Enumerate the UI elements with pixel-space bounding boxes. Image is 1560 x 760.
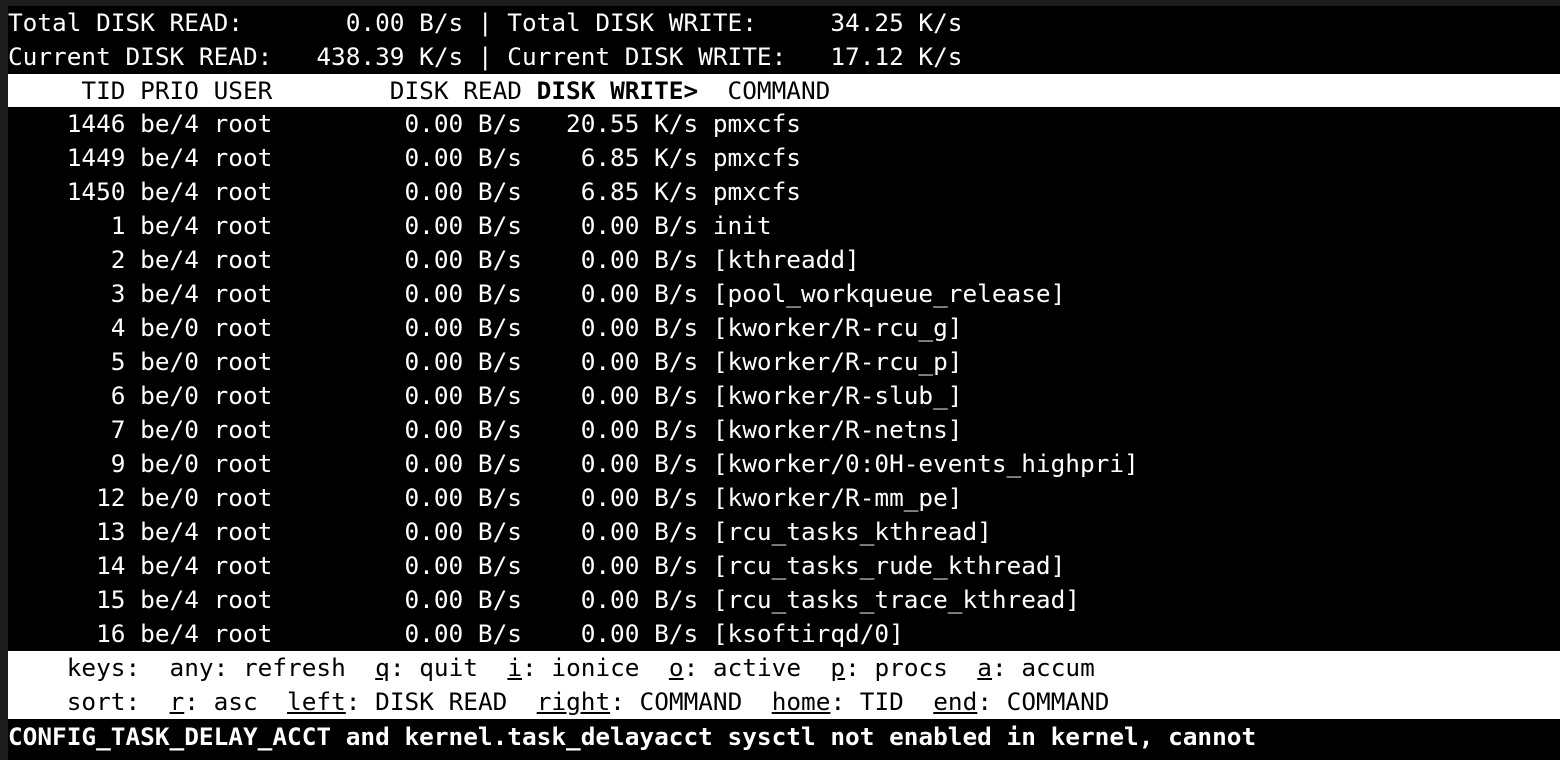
footer-key-q[interactable]: q: [375, 653, 390, 682]
table-row[interactable]: 14 be/4 root 0.00 B/s 0.00 B/s [rcu_task…: [8, 549, 1560, 583]
table-row-text: 4 be/0 root 0.00 B/s 0.00 B/s [kworker/R…: [8, 313, 963, 342]
footer-gap: [346, 653, 375, 682]
table-row[interactable]: 6 be/0 root 0.00 B/s 0.00 B/s [kworker/R…: [8, 379, 1560, 413]
summary-current-line-text: Current DISK READ: 438.39 K/s | Current …: [8, 42, 963, 71]
table-row[interactable]: 5 be/0 root 0.00 B/s 0.00 B/s [kworker/R…: [8, 345, 1560, 379]
footer-gap: [140, 687, 169, 716]
table-row[interactable]: 4 be/0 root 0.00 B/s 0.00 B/s [kworker/R…: [8, 311, 1560, 345]
footer-key-end[interactable]: end: [933, 687, 978, 716]
footer-action-procs: : procs: [845, 653, 948, 682]
summary-block: Total DISK READ: 0.00 B/s | Total DISK W…: [8, 6, 1560, 74]
table-row-text: 1450 be/4 root 0.00 B/s 6.85 K/s pmxcfs: [8, 177, 801, 206]
footer-gap: [478, 653, 507, 682]
table-row[interactable]: 1446 be/4 root 0.00 B/s 20.55 K/s pmxcfs: [8, 107, 1560, 141]
table-row-text: 14 be/4 root 0.00 B/s 0.00 B/s [rcu_task…: [8, 551, 1066, 580]
table-row-text: 1 be/4 root 0.00 B/s 0.00 B/s init: [8, 211, 772, 240]
footer-sort-label: sort:: [8, 687, 141, 716]
table-row-text: 3 be/4 root 0.00 B/s 0.00 B/s [pool_work…: [8, 279, 1066, 308]
table-row[interactable]: 3 be/4 root 0.00 B/s 0.00 B/s [pool_work…: [8, 277, 1560, 311]
footer-key-r[interactable]: r: [169, 687, 185, 716]
table-row-text: 7 be/0 root 0.00 B/s 0.00 B/s [kworker/R…: [8, 415, 963, 444]
footer-gap: [742, 687, 771, 716]
footer-action-accum: : accum: [991, 653, 1095, 682]
footer-key-a[interactable]: a: [977, 653, 992, 682]
footer-key-right[interactable]: right: [536, 687, 611, 716]
footer-action-refresh: : refresh: [213, 653, 346, 682]
footer-action-disk-read: : DISK READ: [345, 687, 508, 716]
table-row-text: 1446 be/4 root 0.00 B/s 20.55 K/s pmxcfs: [8, 109, 801, 138]
table-row[interactable]: 16 be/4 root 0.00 B/s 0.00 B/s [ksoftirq…: [8, 617, 1560, 651]
table-column-header[interactable]: TID PRIO USER DISK READ DISK WRITE> COMM…: [8, 74, 1560, 107]
column-header-plain-left[interactable]: TID PRIO USER DISK READ: [8, 76, 537, 105]
footer-action-tid: : TID: [830, 687, 904, 716]
summary-total-line-text: Total DISK READ: 0.00 B/s | Total DISK W…: [8, 8, 963, 37]
footer-key-left[interactable]: left: [287, 687, 346, 716]
footer-gap: [801, 653, 830, 682]
footer-key-i[interactable]: i: [507, 653, 523, 682]
table-row[interactable]: 15 be/4 root 0.00 B/s 0.00 B/s [rcu_task…: [8, 583, 1560, 617]
table-row-text: 16 be/4 root 0.00 B/s 0.00 B/s [ksoftirq…: [8, 619, 904, 648]
footer-key-p[interactable]: p: [830, 653, 846, 682]
table-row[interactable]: 1 be/4 root 0.00 B/s 0.00 B/s init: [8, 209, 1560, 243]
status-message-text: CONFIG_TASK_DELAY_ACCT and kernel.task_d…: [8, 722, 1257, 751]
footer-action-active: : active: [683, 653, 802, 682]
table-row[interactable]: 12 be/0 root 0.00 B/s 0.00 B/s [kworker/…: [8, 481, 1560, 515]
table-row-text: 1449 be/4 root 0.00 B/s 6.85 K/s pmxcfs: [8, 143, 801, 172]
iotop-screen: Total DISK READ: 0.00 B/s | Total DISK W…: [8, 6, 1560, 760]
table-row[interactable]: 13 be/4 root 0.00 B/s 0.00 B/s [rcu_task…: [8, 515, 1560, 549]
footer-sort-row[interactable]: sort: r: asc left: DISK READ right: COMM…: [8, 685, 1560, 719]
table-row[interactable]: 7 be/0 root 0.00 B/s 0.00 B/s [kworker/R…: [8, 413, 1560, 447]
table-row-text: 9 be/0 root 0.00 B/s 0.00 B/s [kworker/0…: [8, 449, 1139, 478]
column-header-command[interactable]: COMMAND: [698, 76, 831, 105]
footer-keys-label: keys:: [8, 653, 141, 682]
summary-line-total: Total DISK READ: 0.00 B/s | Total DISK W…: [8, 6, 1560, 40]
footer-help: keys: any: refresh q: quit i: ionice o: …: [8, 651, 1560, 753]
table-row[interactable]: 9 be/0 root 0.00 B/s 0.00 B/s [kworker/0…: [8, 447, 1560, 481]
status-message-row: CONFIG_TASK_DELAY_ACCT and kernel.task_d…: [8, 719, 1560, 753]
footer-gap: [948, 653, 977, 682]
footer-action-quit: : quit: [389, 653, 478, 682]
table-row[interactable]: 1449 be/4 root 0.00 B/s 6.85 K/s pmxcfs: [8, 141, 1560, 175]
table-row-text: 12 be/0 root 0.00 B/s 0.00 B/s [kworker/…: [8, 483, 963, 512]
process-list[interactable]: 1446 be/4 root 0.00 B/s 20.55 K/s pmxcfs…: [8, 107, 1560, 651]
table-row[interactable]: 2 be/4 root 0.00 B/s 0.00 B/s [kthreadd]: [8, 243, 1560, 277]
footer-action-command: : COMMAND: [610, 687, 743, 716]
table-row-text: 13 be/4 root 0.00 B/s 0.00 B/s [rcu_task…: [8, 517, 992, 546]
footer-action-asc: : asc: [184, 687, 258, 716]
footer-action-command: : COMMAND: [977, 687, 1110, 716]
footer-gap: [640, 653, 669, 682]
footer-gap: [904, 687, 933, 716]
summary-line-current: Current DISK READ: 438.39 K/s | Current …: [8, 40, 1560, 74]
table-row-text: 15 be/4 root 0.00 B/s 0.00 B/s [rcu_task…: [8, 585, 1080, 614]
footer-gap: [258, 687, 287, 716]
footer-gap: [507, 687, 536, 716]
footer-gap: [140, 653, 169, 682]
footer-action-ionice: : ionice: [522, 653, 640, 682]
table-row-text: 6 be/0 root 0.00 B/s 0.00 B/s [kworker/R…: [8, 381, 963, 410]
footer-key-o[interactable]: o: [668, 653, 684, 682]
footer-keys-row[interactable]: keys: any: refresh q: quit i: ionice o: …: [8, 651, 1560, 685]
column-header-disk-write-sorted[interactable]: DISK WRITE>: [536, 76, 699, 105]
footer-key-any: any: [169, 653, 214, 682]
table-row[interactable]: 1450 be/4 root 0.00 B/s 6.85 K/s pmxcfs: [8, 175, 1560, 209]
table-row-text: 2 be/4 root 0.00 B/s 0.00 B/s [kthreadd]: [8, 245, 860, 274]
footer-key-home[interactable]: home: [771, 687, 831, 716]
table-row-text: 5 be/0 root 0.00 B/s 0.00 B/s [kworker/R…: [8, 347, 963, 376]
